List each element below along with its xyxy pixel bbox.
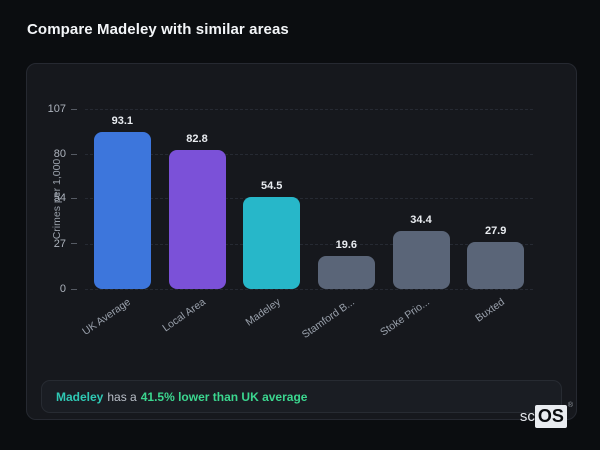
note-highlight: 41.5% lower than UK average xyxy=(140,389,308,404)
y-tick-label: 27 xyxy=(31,238,77,250)
x-axis-label: Local Area xyxy=(160,296,208,335)
x-axis-label: UK Average xyxy=(80,296,134,338)
bar-value-label: 19.6 xyxy=(335,239,358,252)
bar-value-label: 93.1 xyxy=(111,115,134,128)
plot-area: 0 27 54 80 107 93.1 UK Average 82.8 Local Area 54… xyxy=(48,103,533,341)
y-tick-mark xyxy=(71,243,77,245)
bar-stoke-prio[interactable] xyxy=(392,231,450,289)
y-tick-label: 80 xyxy=(31,148,77,160)
x-axis-label: Madeley xyxy=(243,296,283,329)
gridline xyxy=(85,109,533,110)
note-connector: has a xyxy=(107,389,137,404)
gridline xyxy=(85,154,533,156)
y-tick-mark xyxy=(71,197,77,199)
chart-card: Crimes per 1,000 0 27 54 80 107 93.1 UK Averag… xyxy=(26,63,577,420)
registered-trademark-icon: ® xyxy=(567,402,573,409)
bar-madeley[interactable] xyxy=(243,197,301,289)
gridline xyxy=(85,289,533,290)
scos-logo: sc OS ® xyxy=(519,402,573,428)
bar-stamford-b[interactable] xyxy=(317,256,375,289)
logo-wordmark: OS xyxy=(534,405,567,428)
y-tick-label: 107 xyxy=(31,103,77,115)
bar-value-label: 27.9 xyxy=(484,225,507,238)
x-axis-label: Buxted xyxy=(472,296,507,325)
y-tick-label: 0 xyxy=(31,283,77,295)
gridline xyxy=(85,198,533,200)
note-area-name: Madeley xyxy=(56,389,104,404)
bar-uk-average[interactable] xyxy=(93,132,151,289)
y-tick-mark xyxy=(71,108,77,110)
page-title: Compare Madeley with similar areas xyxy=(27,21,289,38)
logo-prefix: sc xyxy=(519,408,535,425)
bar-local-area[interactable] xyxy=(168,149,226,289)
x-axis-label: Stamford B... xyxy=(300,296,358,341)
gridline xyxy=(85,243,533,245)
bar-value-label: 82.8 xyxy=(186,132,208,145)
y-tick-mark xyxy=(71,288,77,290)
y-tick-mark xyxy=(71,153,77,155)
x-axis-label: Stoke Prio... xyxy=(378,296,432,339)
y-tick-label: 54 xyxy=(31,192,77,204)
bar-value-label: 54.5 xyxy=(260,180,283,193)
comparison-note: Madeley has a 41.5% lower than UK averag… xyxy=(41,380,562,413)
bar-buxted[interactable] xyxy=(467,242,525,289)
bar-value-label: 34.4 xyxy=(410,214,432,227)
